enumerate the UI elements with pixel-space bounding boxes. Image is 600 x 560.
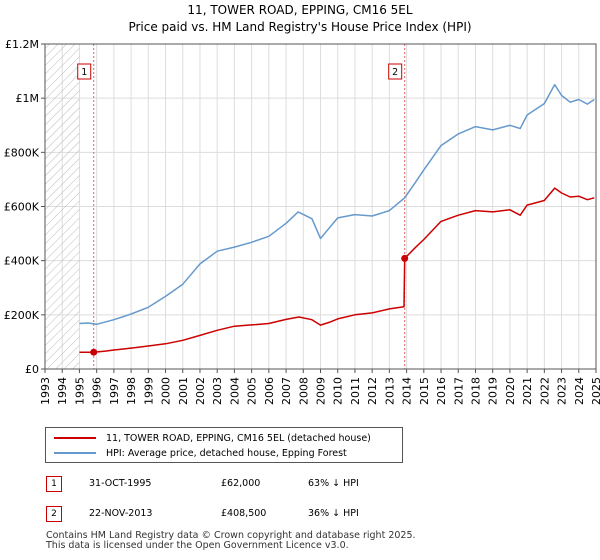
y-tick-label: £1.2M [5,38,39,51]
legend: 11, TOWER ROAD, EPPING, CM16 5EL (detach… [45,427,403,463]
transaction-hpi-diff: 63% ↓ HPI [308,478,359,489]
x-tick-label: 2025 [590,377,600,405]
sale-dots [90,254,409,356]
x-tick-label: 2020 [504,377,517,405]
y-tick-label: £1M [16,92,40,105]
legend-swatch-hpi [54,452,96,454]
sale-label: 1 [77,63,92,80]
x-tick-label: 2006 [263,377,276,405]
x-tick-label: 2003 [211,377,224,405]
x-tick-label: 2008 [297,377,310,405]
legend-item-property: 11, TOWER ROAD, EPPING, CM16 5EL (detach… [54,431,371,445]
x-tick-label: 2022 [538,377,551,405]
transaction-number-badge: 1 [46,476,62,492]
x-tick-label: 1994 [56,377,69,405]
x-tick-label: 2013 [383,377,396,405]
x-tick-label: 2005 [246,377,259,405]
transaction-row: 1 31-OCT-1995 £62,000 63% ↓ HPI [46,474,446,494]
sale-label-box [77,63,92,80]
x-tick-label: 2009 [315,377,328,405]
transaction-date: 22-NOV-2013 [89,508,153,519]
y-tick-label: £200K [4,309,40,322]
x-tick-label: 1995 [73,377,86,405]
x-tick-label: 1993 [39,377,52,405]
sale-dot [90,348,98,356]
sale-dot [401,254,409,262]
x-tick-label: 2018 [469,377,482,405]
transaction-hpi-diff: 36% ↓ HPI [308,508,359,519]
transaction-price: £408,500 [221,508,267,519]
x-tick-label: 1997 [108,377,121,405]
x-tick-label: 2002 [194,377,207,405]
x-tick-label: 2014 [401,377,414,405]
x-tick-label: 2010 [332,377,345,405]
transaction-row: 2 22-NOV-2013 £408,500 36% ↓ HPI [46,504,446,524]
x-tick-label: 2024 [573,377,586,405]
legend-swatch-property [54,437,96,439]
x-tick-label: 2012 [366,377,379,405]
footer-copyright: Contains HM Land Registry data © Crown c… [46,530,416,541]
x-tick-label: 2007 [280,377,293,405]
sale-label-number: 1 [81,67,87,78]
property-price-line [79,187,595,353]
x-tick-label: 1999 [142,377,155,405]
series-lines [79,83,595,353]
x-tick-label: 1998 [125,377,138,405]
chart-subtitle: Price paid vs. HM Land Registry's House … [128,20,472,34]
x-tick-label: 2004 [228,377,241,405]
x-tick-label: 2017 [452,377,465,405]
legend-label-hpi: HPI: Average price, detached house, Eppi… [106,447,347,459]
sale-label: 2 [388,63,403,80]
y-tick-label: £400K [4,255,40,268]
grid [44,43,597,370]
transaction-date: 31-OCT-1995 [89,478,152,489]
chart-title: 11, TOWER ROAD, EPPING, CM16 5EL [187,3,413,17]
pre-data-hatch-region [45,44,80,369]
y-tick-label: £600K [4,201,40,214]
transaction-price: £62,000 [221,478,261,489]
x-tick-label: 2011 [349,377,362,405]
x-tick-label: 2019 [487,377,500,405]
x-tick-label: 2000 [160,377,173,405]
x-tick-label: 2021 [521,377,534,405]
x-tick-label: 2016 [435,377,448,405]
y-tick-label: £0 [25,363,39,376]
transaction-number-badge: 2 [46,506,62,522]
hpi-line [79,83,595,326]
sale-label-number: 2 [392,67,398,78]
y-axis: £0 £200K £400K £600K £800K £1M £1.2M [4,38,45,376]
footer-notice: Contains HM Land Registry data © Crown c… [46,531,416,551]
x-axis: 1993 1994 1995 1996 1997 1998 1999 2000 2001 2002… [39,369,600,405]
x-tick-label: 2023 [556,377,569,405]
y-tick-label: £800K [4,146,40,159]
x-tick-label: 1996 [91,377,104,405]
legend-label-property: 11, TOWER ROAD, EPPING, CM16 5EL (detach… [106,432,371,444]
legend-item-hpi: HPI: Average price, detached house, Eppi… [54,446,347,460]
x-tick-label: 2015 [418,377,431,405]
x-tick-label: 2001 [177,377,190,405]
footer-licence: This data is licensed under the Open Gov… [46,540,349,551]
sale-label-box [388,63,403,80]
